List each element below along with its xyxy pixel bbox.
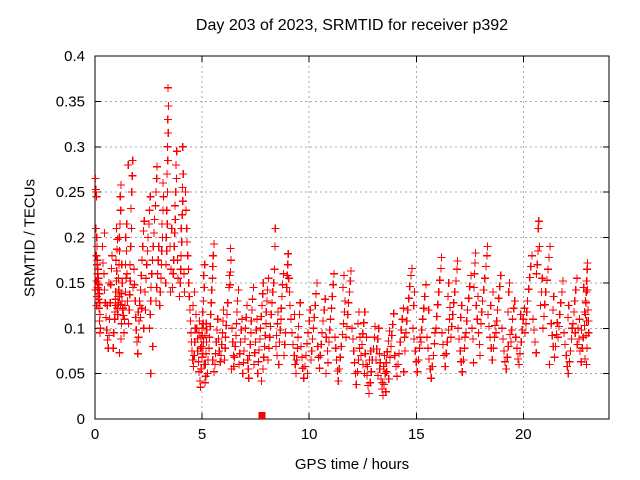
y-tick-label: 0.15 (56, 275, 85, 292)
y-tick-label: 0.3 (64, 139, 85, 156)
flagged-square-marker (258, 411, 266, 419)
y-tick-label: 0.4 (64, 48, 85, 65)
y-tick-label: 0 (77, 411, 85, 428)
chart-title: Day 203 of 2023, SRMTID for receiver p39… (195, 17, 509, 34)
x-tick-label: 10 (301, 426, 318, 443)
x-tick-label: 15 (408, 426, 425, 443)
y-tick-label: 0.2 (64, 230, 85, 247)
y-tick-label: 0.05 (56, 366, 85, 383)
x-tick-label: 20 (515, 426, 532, 443)
y-tick-label: 0.1 (64, 320, 85, 337)
x-tick-label: 0 (91, 426, 99, 443)
y-tick-label: 0.35 (56, 93, 85, 110)
scatter-points (91, 83, 593, 400)
x-tick-label: 5 (198, 426, 206, 443)
y-axis-label: SRMTID / TECUs (21, 178, 39, 298)
x-axis-label: GPS time / hours (294, 456, 410, 473)
y-tick-label: 0.25 (56, 184, 85, 201)
